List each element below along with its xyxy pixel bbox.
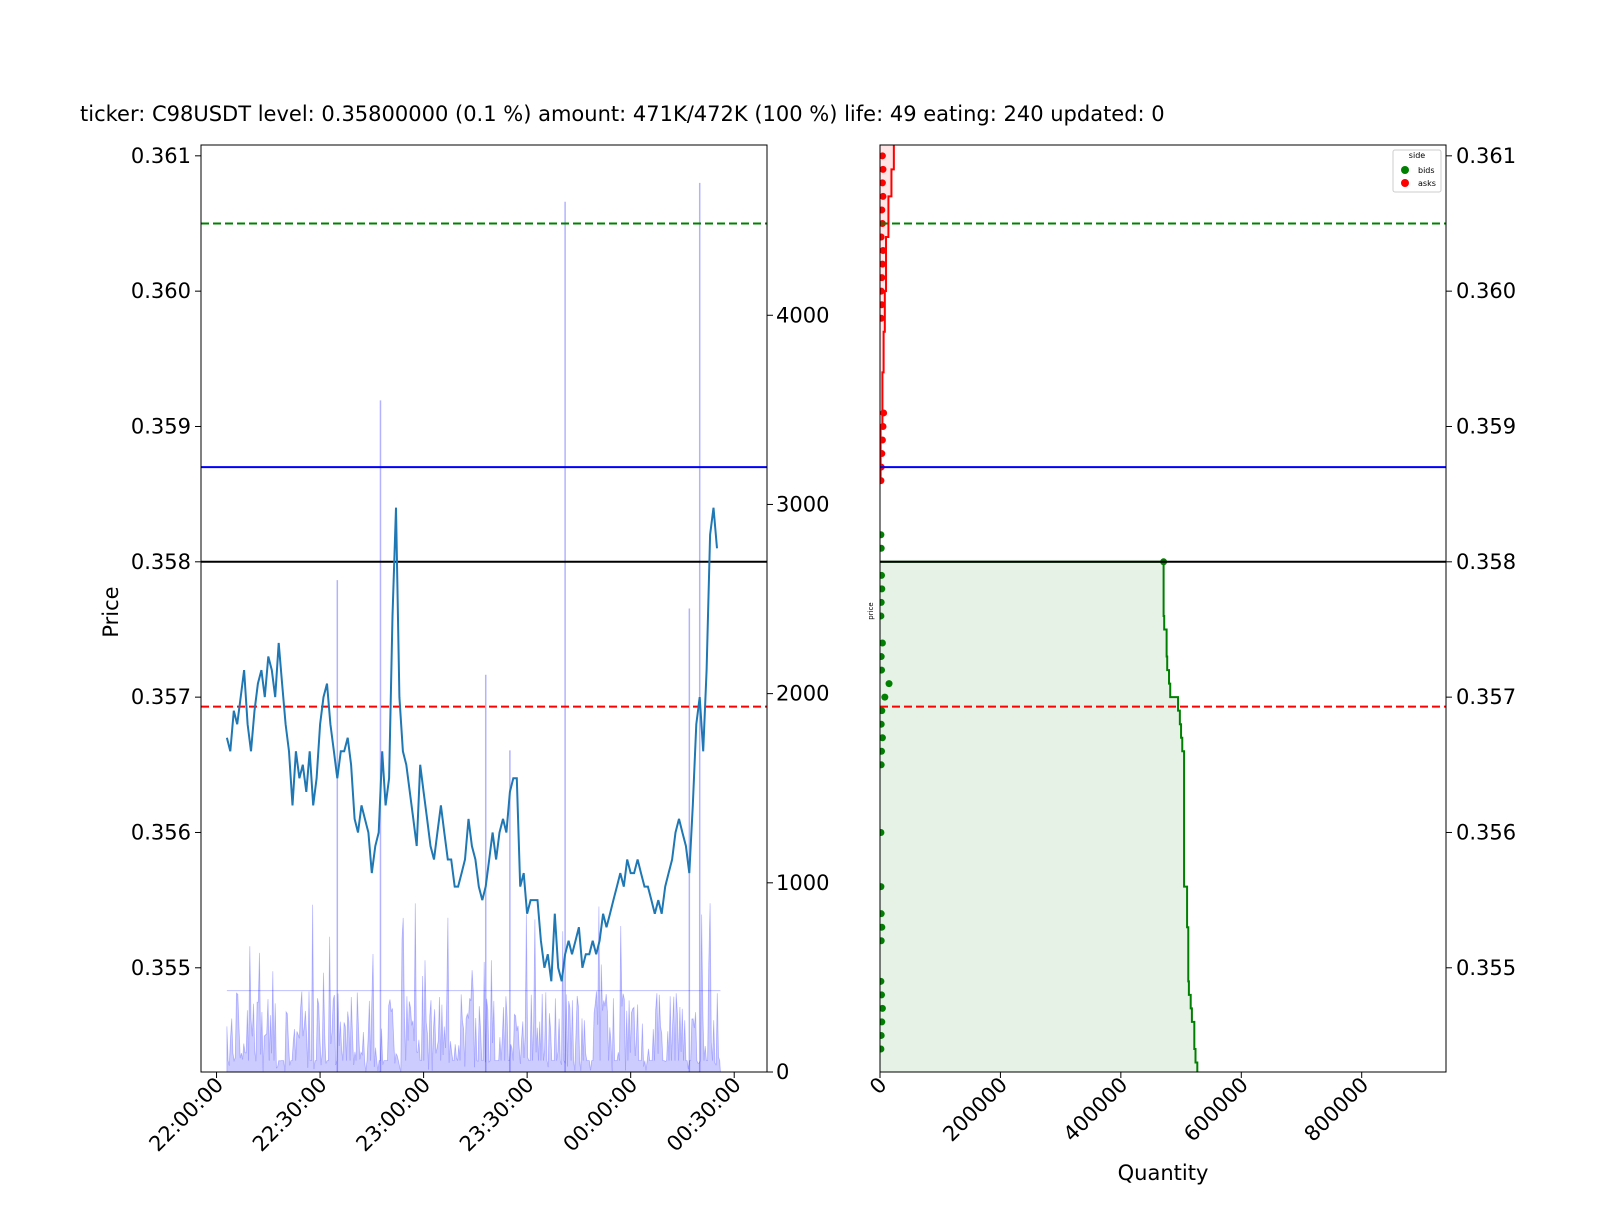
secondary-y-tick-label: 2000 [776, 682, 829, 706]
bid-point [880, 991, 886, 999]
secondary-y-tick-label: 1000 [776, 871, 829, 895]
secondary-y-tick-label: 0 [776, 1060, 789, 1084]
y-tick-label: 0.356 [1456, 820, 1516, 844]
x-tick-label: 22:00:00 [144, 1073, 228, 1157]
x-axis-label: Quantity [1118, 1161, 1209, 1185]
secondary-y-tick-label: 3000 [776, 492, 829, 516]
y-tick-label: 0.359 [1456, 414, 1516, 438]
right-frame [879, 144, 1447, 1073]
bids-fill [880, 561, 1198, 1072]
y-tick-label: 0.357 [1456, 685, 1516, 709]
x-tick-label: 400000 [1059, 1073, 1133, 1147]
x-tick-label: 23:30:00 [455, 1073, 539, 1157]
ask-point [880, 247, 887, 255]
bid-point [880, 639, 886, 647]
x-tick-label: 600000 [1179, 1073, 1253, 1147]
bid-point [880, 531, 885, 539]
price-history-panel: 0.355 0.356 0.357 0.358 0.359 0.360 0.361 0 1000… [99, 144, 829, 1156]
ask-point [880, 179, 886, 187]
y-axis-label: Price [99, 586, 123, 637]
y-tick-label: 0.355 [131, 956, 191, 980]
secondary-y-tick-label: 4000 [776, 303, 829, 327]
y-tick-label: 0.358 [131, 550, 191, 574]
bid-point [885, 680, 893, 688]
price-line [225, 507, 718, 982]
bid-point [880, 1031, 885, 1039]
bid-point [880, 883, 885, 891]
ask-point [880, 409, 888, 417]
x-tick-label: 0 [865, 1073, 891, 1099]
ask-point [880, 422, 887, 430]
ask-point [880, 165, 887, 173]
chart-title: ticker: C98USDT level: 0.35800000 (0.1 %… [80, 102, 1165, 126]
ask-point [880, 206, 886, 214]
bid-point [880, 585, 886, 593]
y-tick-label: 0.360 [1456, 279, 1516, 303]
y-axis-label: price [867, 602, 875, 619]
y-tick-label: 0.358 [1456, 550, 1516, 574]
bid-point [880, 937, 885, 945]
legend-bids-label: bids [1418, 166, 1435, 175]
y-tick-label: 0.359 [131, 414, 191, 438]
bid-point [880, 571, 886, 579]
bid-point [880, 612, 885, 620]
y-tick-label: 0.361 [1456, 144, 1516, 168]
y-tick-label: 0.356 [131, 820, 191, 844]
bid-point [880, 720, 885, 728]
y-tick-label: 0.361 [131, 144, 191, 168]
x-tick-label: 200000 [938, 1073, 1012, 1147]
bid-point [880, 828, 885, 836]
bid-point [880, 653, 885, 661]
order-book-panel: 0.355 0.356 0.357 0.358 0.359 0.360 0.361 0 2000… [865, 144, 1516, 1185]
legend-asks-marker [1401, 179, 1409, 187]
bid-point [880, 761, 885, 769]
y-tick-label: 0.357 [131, 685, 191, 709]
ask-point [880, 287, 885, 295]
legend-bids-marker [1401, 166, 1409, 174]
bid-point [881, 693, 889, 701]
bid-point [880, 707, 886, 715]
y-tick-label: 0.355 [1456, 956, 1516, 980]
y-tick-label: 0.360 [131, 279, 191, 303]
ask-point [880, 450, 886, 458]
ask-point [880, 314, 885, 322]
x-tick-label: 23:00:00 [351, 1073, 435, 1157]
left-frame [200, 144, 768, 1073]
bid-point [880, 734, 886, 742]
bids-step-line [880, 560, 1199, 1072]
volume-area [226, 182, 721, 1072]
bid-point [880, 910, 885, 918]
ask-point [880, 152, 886, 160]
bid-point [880, 1045, 885, 1053]
bid-point [880, 598, 885, 606]
bid-point [880, 977, 885, 985]
x-tick-label: 800000 [1300, 1073, 1374, 1147]
bid-point [880, 1018, 886, 1026]
ask-point [880, 274, 886, 282]
ask-point [880, 301, 886, 309]
ask-point [880, 192, 887, 200]
asks-fill [880, 145, 894, 481]
bid-point [880, 666, 886, 674]
x-tick-label: 00:30:00 [662, 1073, 746, 1157]
depth-area [880, 145, 1199, 1072]
volume-fill [226, 903, 721, 1072]
legend-title: side [1409, 151, 1425, 160]
x-tick-label: 22:30:00 [248, 1073, 332, 1157]
legend: side bids asks [1392, 149, 1442, 193]
ask-point [880, 477, 885, 485]
bid-point [880, 1004, 886, 1012]
bid-point [880, 923, 886, 931]
ask-point [880, 436, 886, 444]
x-tick-label: 00:00:00 [559, 1073, 643, 1157]
ask-point [880, 233, 885, 241]
bid-point [880, 544, 885, 552]
ask-point [880, 260, 886, 268]
bid-point [880, 747, 886, 755]
legend-asks-label: asks [1418, 179, 1436, 188]
